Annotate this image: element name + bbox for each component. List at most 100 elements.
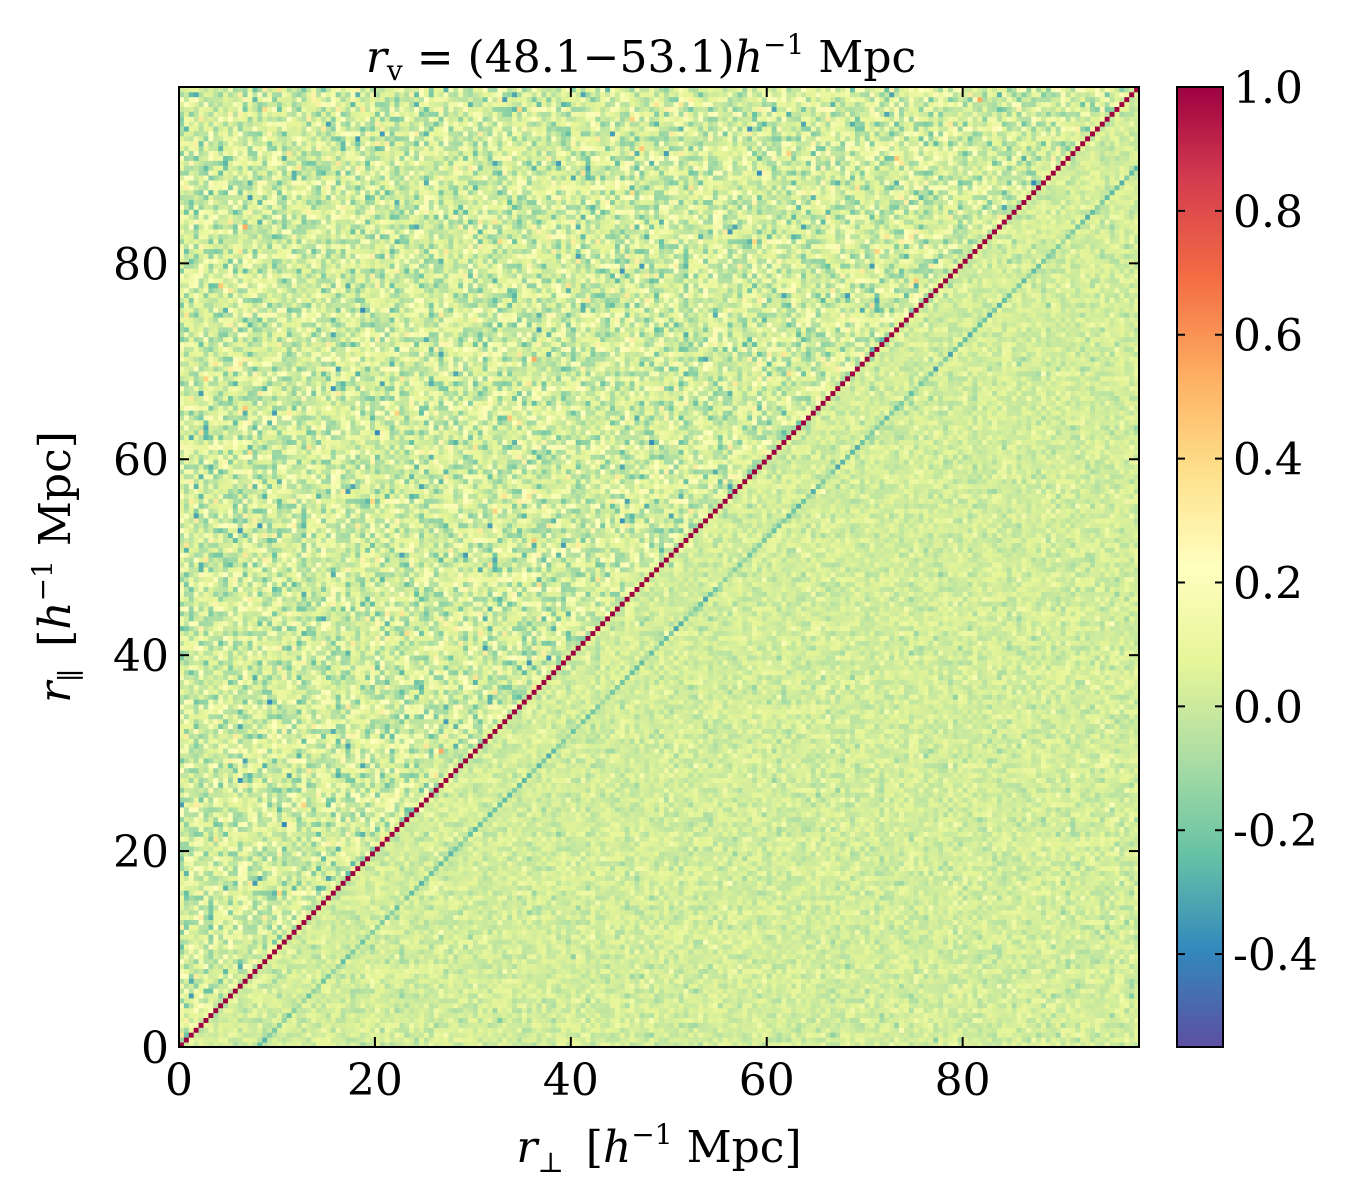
heatmap-cell	[1115, 959, 1120, 964]
heatmap-cell	[928, 983, 933, 988]
heatmap-cell	[301, 964, 306, 969]
heatmap-cell	[781, 1008, 786, 1013]
heatmap-cell	[894, 1008, 899, 1013]
heatmap-cell	[1051, 1037, 1056, 1042]
heatmap-cell	[439, 1032, 444, 1037]
heatmap-cell	[639, 929, 644, 934]
heatmap-cell	[507, 978, 512, 983]
heatmap-cell	[928, 969, 933, 974]
heatmap-cell	[311, 949, 316, 954]
heatmap-cell	[698, 1027, 703, 1032]
heatmap-cell	[218, 978, 223, 983]
heatmap-cell	[208, 993, 213, 998]
heatmap-cell	[512, 978, 517, 983]
heatmap-cell	[404, 978, 409, 983]
heatmap-cell	[899, 983, 904, 988]
heatmap-cell	[409, 998, 414, 1003]
heatmap-cell	[625, 964, 630, 969]
heatmap-cell	[316, 969, 321, 974]
heatmap-cell	[1017, 959, 1022, 964]
heatmap-cell	[507, 993, 512, 998]
heatmap-cell	[1031, 993, 1036, 998]
heatmap-cell	[933, 934, 938, 939]
heatmap-cell	[277, 929, 282, 934]
heatmap-cell	[228, 1032, 233, 1037]
heatmap-cell	[693, 954, 698, 959]
heatmap-cell	[331, 920, 336, 925]
heatmap-cell	[321, 944, 326, 949]
heatmap-cell	[473, 925, 478, 930]
heatmap-cell	[879, 1023, 884, 1028]
heatmap-cell	[424, 974, 429, 979]
heatmap-cell	[723, 925, 728, 930]
heatmap-cell	[747, 1018, 752, 1023]
heatmap-cell	[968, 959, 973, 964]
heatmap-cell	[311, 1018, 316, 1023]
heatmap-cell	[306, 1032, 311, 1037]
heatmap-cell	[424, 920, 429, 925]
heatmap-cell	[1017, 929, 1022, 934]
heatmap-cell	[233, 934, 238, 939]
heatmap-cell	[786, 934, 791, 939]
heatmap-cell	[987, 998, 992, 1003]
heatmap-cell	[375, 974, 380, 979]
heatmap-cell	[875, 1008, 880, 1013]
heatmap-cell	[537, 934, 542, 939]
heatmap-cell	[992, 934, 997, 939]
heatmap-cell	[556, 993, 561, 998]
heatmap-cell	[488, 925, 493, 930]
heatmap-cell	[1129, 934, 1134, 939]
heatmap-cell	[605, 949, 610, 954]
heatmap-cell	[463, 920, 468, 925]
heatmap-cell	[492, 929, 497, 934]
heatmap-cell	[610, 983, 615, 988]
heatmap-cell	[919, 959, 924, 964]
heatmap-cell	[1115, 998, 1120, 1003]
heatmap-cell	[630, 993, 635, 998]
heatmap-cell	[713, 925, 718, 930]
heatmap-cell	[625, 1037, 630, 1042]
heatmap-cell	[1051, 1008, 1056, 1013]
heatmap-cell	[316, 1003, 321, 1008]
heatmap-cell	[556, 939, 561, 944]
heatmap-cell	[208, 1003, 213, 1008]
heatmap-cell	[257, 929, 262, 934]
heatmap-cell	[341, 974, 346, 979]
heatmap-cell	[1085, 1013, 1090, 1018]
heatmap-cell	[321, 1003, 326, 1008]
heatmap-cell	[615, 934, 620, 939]
heatmap-cell	[664, 934, 669, 939]
heatmap-cell	[306, 974, 311, 979]
heatmap-cell	[443, 1003, 448, 1008]
heatmap-cell	[948, 964, 953, 969]
heatmap-cell	[385, 959, 390, 964]
heatmap-cell	[865, 1013, 870, 1018]
heatmap-cell	[1110, 1008, 1115, 1013]
heatmap-cell	[355, 929, 360, 934]
heatmap-cell	[194, 1018, 199, 1023]
heatmap-cell	[821, 964, 826, 969]
heatmap-cell	[777, 1018, 782, 1023]
heatmap-cell	[821, 959, 826, 964]
heatmap-cell	[1095, 988, 1100, 993]
heatmap-cell	[478, 978, 483, 983]
heatmap-cell	[801, 974, 806, 979]
heatmap-cell	[1021, 939, 1026, 944]
heatmap-cell	[948, 949, 953, 954]
heatmap-cell	[713, 944, 718, 949]
heatmap-cell	[1012, 964, 1017, 969]
heatmap-cell	[1100, 949, 1105, 954]
heatmap-cell	[610, 998, 615, 1003]
heatmap-cell	[336, 1018, 341, 1023]
heatmap-cell	[708, 983, 713, 988]
heatmap-cell	[958, 1003, 963, 1008]
heatmap-cell	[615, 998, 620, 1003]
heatmap-cell	[409, 1008, 414, 1013]
heatmap-cell	[355, 925, 360, 930]
heatmap-cell	[341, 988, 346, 993]
heatmap-cell	[238, 939, 243, 944]
heatmap-cell	[933, 949, 938, 954]
heatmap-cell	[546, 934, 551, 939]
heatmap-cell	[517, 978, 522, 983]
heatmap-cell	[639, 1013, 644, 1018]
